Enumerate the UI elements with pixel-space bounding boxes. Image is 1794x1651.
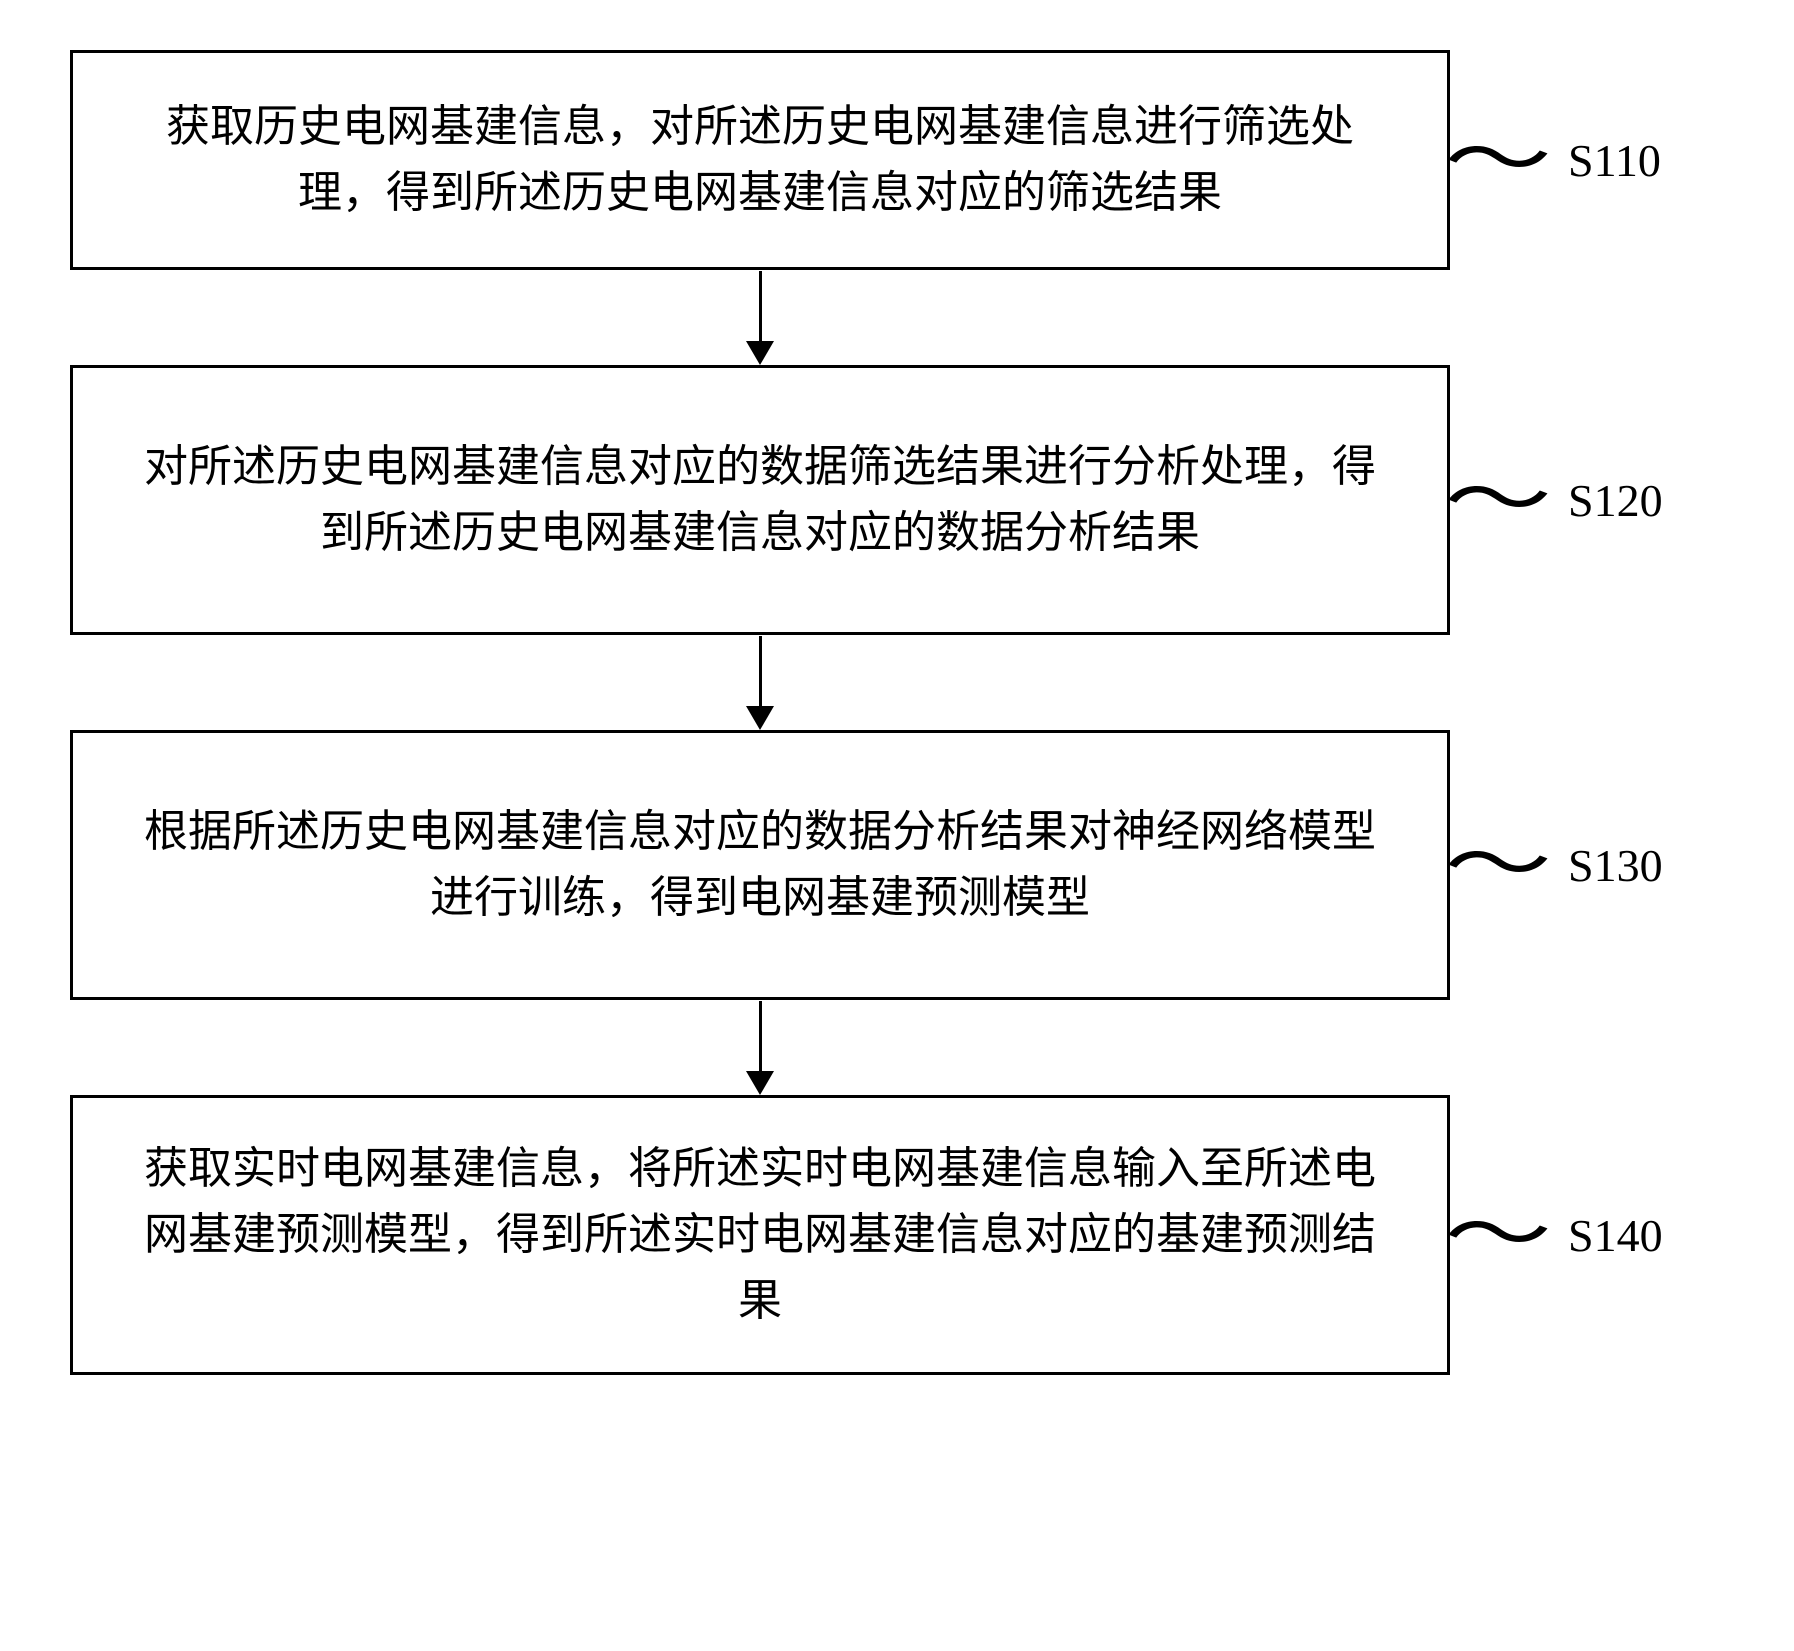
step-text-1: 获取历史电网基建信息，对所述历史电网基建信息进行筛选处理，得到所述历史电网基建信…: [123, 94, 1397, 226]
connector-3: 〜 S130: [1460, 835, 1663, 895]
step-box-1: 获取历史电网基建信息，对所述历史电网基建信息进行筛选处理，得到所述历史电网基建信…: [70, 50, 1450, 270]
tilde-icon: 〜: [1444, 461, 1552, 539]
connector-2: 〜 S120: [1460, 470, 1663, 530]
tilde-icon: 〜: [1444, 1196, 1552, 1274]
tilde-icon: 〜: [1444, 121, 1552, 199]
tilde-icon: 〜: [1444, 826, 1552, 904]
step-label-3: S130: [1568, 839, 1663, 892]
step-box-4: 获取实时电网基建信息，将所述实时电网基建信息输入至所述电网基建预测模型，得到所述…: [70, 1095, 1450, 1375]
step-row-4: 获取实时电网基建信息，将所述实时电网基建信息输入至所述电网基建预测模型，得到所述…: [70, 1095, 1724, 1375]
connector-4: 〜 S140: [1460, 1205, 1663, 1265]
step-label-1: S110: [1568, 134, 1661, 187]
step-box-3: 根据所述历史电网基建信息对应的数据分析结果对神经网络模型进行训练，得到电网基建预…: [70, 730, 1450, 1000]
step-box-2: 对所述历史电网基建信息对应的数据筛选结果进行分析处理，得到所述历史电网基建信息对…: [70, 365, 1450, 635]
step-row-3: 根据所述历史电网基建信息对应的数据分析结果对神经网络模型进行训练，得到电网基建预…: [70, 730, 1724, 1000]
arrow-3: [70, 1000, 1450, 1095]
arrow-2: [70, 635, 1450, 730]
step-label-4: S140: [1568, 1209, 1663, 1262]
step-text-4: 获取实时电网基建信息，将所述实时电网基建信息输入至所述电网基建预测模型，得到所述…: [123, 1136, 1397, 1334]
step-text-3: 根据所述历史电网基建信息对应的数据分析结果对神经网络模型进行训练，得到电网基建预…: [123, 799, 1397, 931]
connector-1: 〜 S110: [1460, 130, 1661, 190]
step-text-2: 对所述历史电网基建信息对应的数据筛选结果进行分析处理，得到所述历史电网基建信息对…: [123, 434, 1397, 566]
arrow-1: [70, 270, 1450, 365]
step-label-2: S120: [1568, 474, 1663, 527]
flowchart-container: 获取历史电网基建信息，对所述历史电网基建信息进行筛选处理，得到所述历史电网基建信…: [70, 50, 1724, 1375]
step-row-2: 对所述历史电网基建信息对应的数据筛选结果进行分析处理，得到所述历史电网基建信息对…: [70, 365, 1724, 635]
step-row-1: 获取历史电网基建信息，对所述历史电网基建信息进行筛选处理，得到所述历史电网基建信…: [70, 50, 1724, 270]
